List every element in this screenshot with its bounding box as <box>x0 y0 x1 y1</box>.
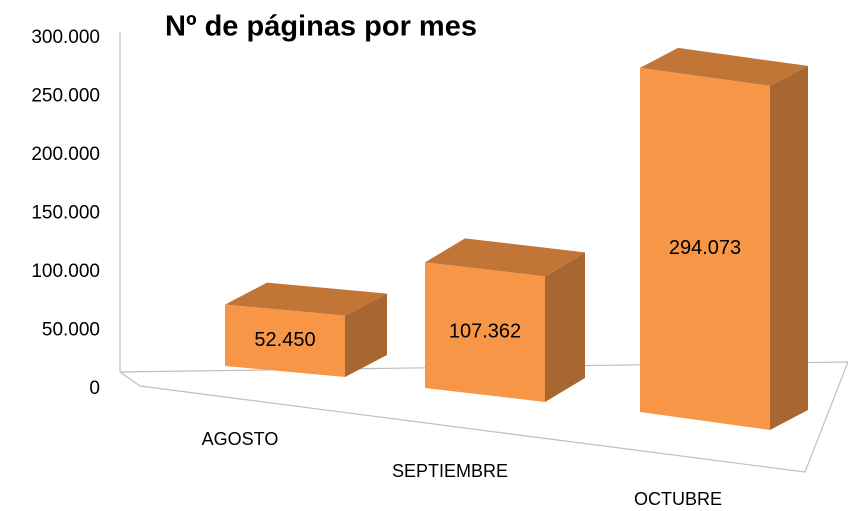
x-tick-label: OCTUBRE <box>634 489 722 509</box>
bar <box>640 67 770 430</box>
y-tick-label: 300.000 <box>31 27 100 48</box>
data-label: 52.450 <box>254 329 315 351</box>
data-label: 294.073 <box>669 237 741 259</box>
floor-edge <box>139 385 806 473</box>
y-tick-label: 150.000 <box>31 203 100 224</box>
bar <box>425 262 545 402</box>
bar-top <box>425 238 585 277</box>
y-tick-label: 200.000 <box>31 144 100 165</box>
y-tick-label: 100.000 <box>31 261 100 282</box>
bar-side <box>345 293 387 377</box>
bar-side <box>545 252 585 402</box>
bar-side <box>770 65 808 430</box>
x-tick-label: SEPTIEMBRE <box>392 461 508 481</box>
bar-top <box>640 47 808 86</box>
bar-top <box>225 282 387 316</box>
floor-edge <box>804 361 848 473</box>
chart-title: Nº de páginas por mes <box>165 11 477 43</box>
y-tick-label: 250.000 <box>31 86 100 107</box>
x-tick-label: AGOSTO <box>202 429 279 449</box>
y-tick-label: 0 <box>89 378 100 399</box>
y-tick-label: 50.000 <box>42 320 100 341</box>
bar <box>225 304 345 377</box>
data-label: 107.362 <box>449 320 521 342</box>
floor-edge <box>119 371 141 387</box>
